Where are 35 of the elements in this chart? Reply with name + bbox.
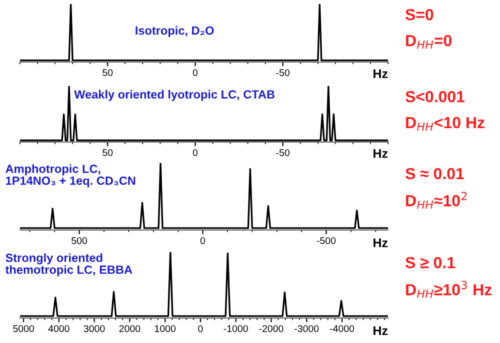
x-tick-label: 50 [102, 149, 113, 156]
x-tick-label: -2000 [259, 325, 284, 332]
text: Amphotropic LC, 1P14NO₃ + 1eq. CD₃CN [6, 164, 136, 188]
text: S<0.001 [405, 90, 465, 102]
x-tick-label: -50 [276, 149, 290, 156]
x-tick-label: 1000 [155, 325, 176, 332]
chart-title: Weakly oriented lyotropic LC, CTAB [74, 90, 275, 101]
x-tick-label: 500 [72, 237, 88, 244]
x-tick-label: 50 [102, 69, 113, 76]
text: S ≥ 0.1 [405, 256, 456, 268]
text: D$_{HH}$≈10$^{2}$ [406, 192, 467, 209]
x-tick-label: 0 [200, 237, 206, 244]
x-tick-label: 2000 [119, 325, 140, 332]
x-axis-title: Hz [374, 238, 388, 248]
x-tick-label: 3000 [84, 325, 105, 332]
x-tick-label: -50 [276, 69, 290, 76]
x-tick-label: 0 [198, 325, 203, 332]
text: S=0 [405, 8, 434, 20]
text: Isotropic, D₂O [136, 26, 214, 38]
x-tick-label: -4000 [330, 325, 354, 332]
x-tick-label: 4000 [48, 325, 70, 332]
x-tick-label: 0 [192, 69, 198, 76]
x-axis-title: Hz [374, 69, 388, 78]
x-tick-label: -3000 [294, 325, 319, 332]
text: D$_{HH}$=0 [406, 34, 452, 49]
text: S ≈ 0.01 [405, 168, 464, 180]
text: D$_{HH}$≥10$^{3}$ Hz [406, 280, 492, 298]
x-axis-title: Hz [374, 326, 388, 335]
text: D$_{HH}$<10 Hz [406, 116, 484, 131]
text: Strongly oriented themotropic LC, EBBA [5, 253, 132, 276]
x-tick-label: 5000 [13, 325, 34, 332]
x-tick-label: -1000 [224, 325, 248, 332]
x-tick-label: -500 [316, 237, 336, 244]
x-axis-title: Hz [374, 149, 388, 158]
x-tick-label: 0 [192, 149, 198, 156]
